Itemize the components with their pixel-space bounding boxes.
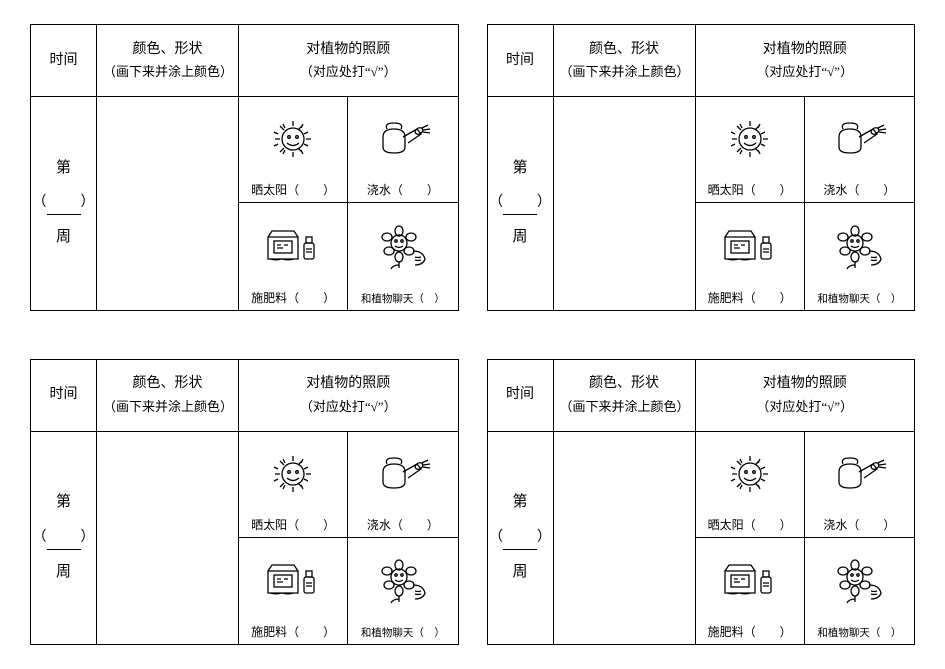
care-sun-label: 晒太阳（ ） [251, 181, 335, 198]
care-fertilizer[interactable]: 施肥料（ ） [696, 203, 805, 309]
time-bottom: 周 [56, 225, 71, 251]
worksheet-page: 时间 颜色、形状 （画下来并涂上颜色） 对植物的照顾 （对应处打“√”） 第 （… [0, 0, 945, 669]
care-sun[interactable]: 晒太阳（ ） [239, 97, 348, 203]
watering-icon [807, 99, 912, 179]
care-fertilizer[interactable]: 施肥料（ ） [696, 538, 805, 644]
flower-icon [350, 540, 455, 623]
header-time: 时间 [488, 25, 554, 97]
observation-card: 时间 颜色、形状（画下来并涂上颜色） 对植物的照顾（对应处打“√”） 第 （） … [30, 359, 459, 646]
care-sun[interactable]: 晒太阳（ ） [696, 432, 805, 538]
care-talk-label: 和植物聊天（ ） [361, 291, 445, 306]
header-shape-color: 颜色、形状（画下来并涂上颜色） [554, 360, 696, 432]
time-column: 第 （） 周 [488, 432, 554, 645]
care-water[interactable]: 浇水（ ） [348, 432, 457, 538]
care-water[interactable]: 浇水（ ） [348, 97, 457, 203]
care-fertilizer[interactable]: 施肥料（ ） [239, 538, 348, 644]
header-shape-color: 颜色、形状 （画下来并涂上颜色） [97, 25, 239, 97]
header-care: 对植物的照顾（对应处打“√”） [696, 25, 915, 97]
header-shape-color: 颜色、形状（画下来并涂上颜色） [97, 360, 239, 432]
fertilizer-icon [698, 205, 802, 286]
care-fertilizer-label: 施肥料（ ） [251, 289, 335, 306]
care-grid: 晒太阳（ ） 浇水（ ） 施肥料（ ） 和植物聊天（ ） [239, 432, 458, 645]
watering-icon [350, 99, 455, 179]
flower-icon [807, 205, 912, 288]
fertilizer-icon [698, 540, 802, 621]
header-care: 对植物的照顾（对应处打“√”） [696, 360, 915, 432]
header-care: 对植物的照顾 （对应处打“√”） [239, 25, 458, 97]
time-top: 第 [56, 156, 71, 182]
header-time: 时间 [31, 25, 97, 97]
drawing-area[interactable] [97, 97, 239, 310]
time-column: 第 （） 周 [488, 97, 554, 310]
care-talk[interactable]: 和植物聊天（ ） [805, 538, 914, 644]
sun-icon [241, 434, 345, 514]
header-time: 时间 [31, 360, 97, 432]
care-sun[interactable]: 晒太阳（ ） [239, 432, 348, 538]
care-sun[interactable]: 晒太阳（ ） [696, 97, 805, 203]
care-grid: 晒太阳（ ） 浇水（ ） 施肥料（ ） 和植物聊天（ ） [696, 432, 915, 645]
header-care-sub: （对应处打“√”） [300, 61, 397, 83]
header-shape-color-sub: （画下来并涂上颜色） [103, 61, 232, 83]
header-care-title: 对植物的照顾 [300, 38, 397, 62]
care-water[interactable]: 浇水（ ） [805, 432, 914, 538]
sun-icon [698, 434, 802, 514]
fertilizer-icon [241, 540, 345, 621]
observation-card: 时间 颜色、形状（画下来并涂上颜色） 对植物的照顾（对应处打“√”） 第 （） … [487, 24, 916, 311]
care-grid-wrap: 晒太阳（ ） 浇水（ ） 施肥料（ ） 和植物聊天（ ） [239, 432, 458, 645]
header-shape-color-title: 颜色、形状 [103, 38, 232, 62]
header-time-label: 时间 [50, 49, 78, 73]
care-talk[interactable]: 和植物聊天（ ） [348, 538, 457, 644]
flower-icon [350, 205, 455, 288]
care-grid: 晒太阳（ ） 浇水（ ） 施肥料（ ） [239, 97, 458, 310]
care-water-label: 浇水（ ） [367, 181, 439, 198]
sun-icon [698, 99, 802, 179]
week-blank[interactable]: （） [489, 526, 551, 550]
week-blank[interactable]: （ ） [33, 191, 95, 215]
drawing-area[interactable] [554, 432, 696, 645]
watering-icon [350, 434, 455, 514]
care-grid-wrap: 晒太阳（ ） 浇水（ ） 施肥料（ ） 和植物聊天（ ） [696, 97, 915, 310]
fertilizer-icon [241, 205, 345, 286]
care-grid-wrap: 晒太阳（ ） 浇水（ ） 施肥料（ ） [239, 97, 458, 310]
watering-icon [807, 434, 912, 514]
care-water[interactable]: 浇水（ ） [805, 97, 914, 203]
drawing-area[interactable] [554, 97, 696, 310]
week-blank[interactable]: （） [33, 526, 95, 550]
header-shape-color: 颜色、形状（画下来并涂上颜色） [554, 25, 696, 97]
care-talk[interactable]: 和植物聊天（ ） [348, 203, 457, 309]
care-grid: 晒太阳（ ） 浇水（ ） 施肥料（ ） 和植物聊天（ ） [696, 97, 915, 310]
care-talk[interactable]: 和植物聊天（ ） [805, 203, 914, 309]
header-time: 时间 [488, 360, 554, 432]
header-care: 对植物的照顾（对应处打“√”） [239, 360, 458, 432]
week-blank[interactable]: （） [489, 191, 551, 215]
time-column: 第 （） 周 [31, 432, 97, 645]
observation-card: 时间 颜色、形状 （画下来并涂上颜色） 对植物的照顾 （对应处打“√”） 第 （… [30, 24, 459, 311]
observation-card: 时间 颜色、形状（画下来并涂上颜色） 对植物的照顾（对应处打“√”） 第 （） … [487, 359, 916, 646]
sun-icon [241, 99, 345, 179]
care-grid-wrap: 晒太阳（ ） 浇水（ ） 施肥料（ ） 和植物聊天（ ） [696, 432, 915, 645]
week-fill-line[interactable] [47, 200, 81, 215]
drawing-area[interactable] [97, 432, 239, 645]
time-column: 第 （ ） 周 [31, 97, 97, 310]
flower-icon [807, 540, 912, 623]
care-fertilizer[interactable]: 施肥料（ ） [239, 203, 348, 309]
